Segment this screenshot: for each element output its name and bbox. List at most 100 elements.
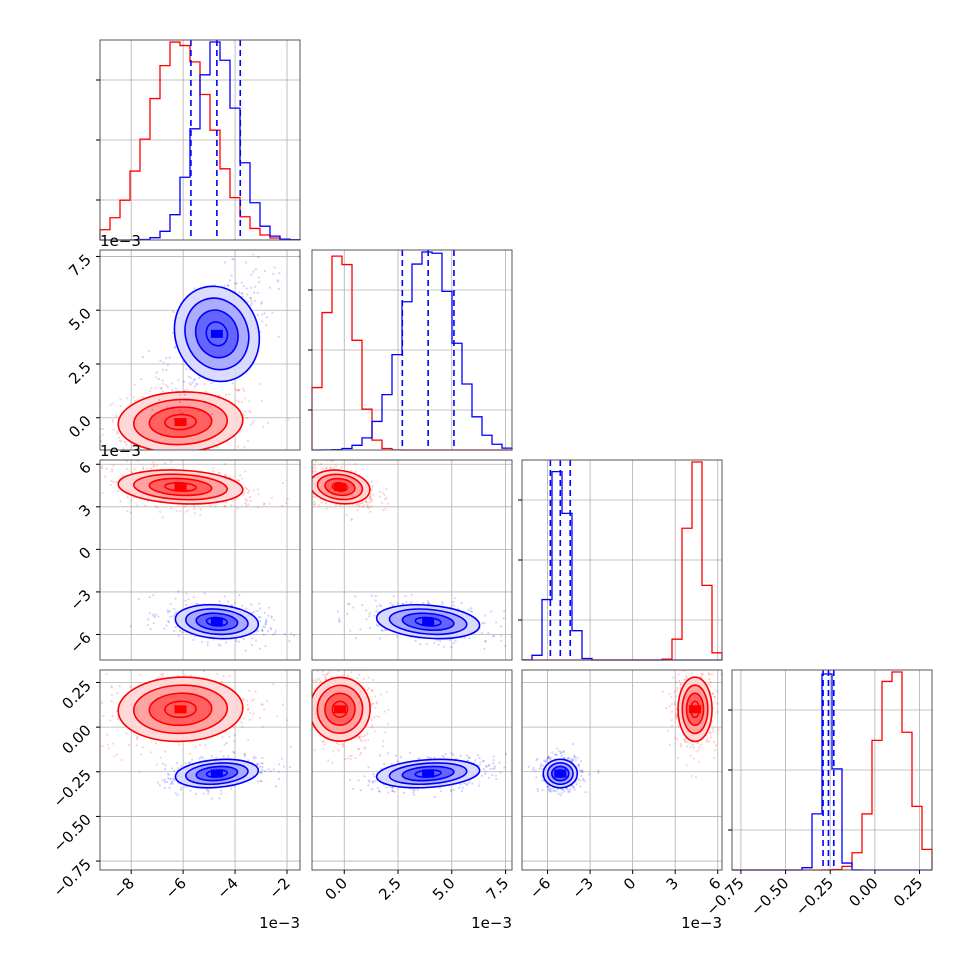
scatter-point <box>341 745 344 748</box>
contour-line <box>677 676 713 743</box>
scatter-point <box>241 650 243 652</box>
scatter-point <box>370 500 373 503</box>
scatter-point <box>258 771 262 774</box>
scatter-point <box>709 736 713 739</box>
scatter-point <box>248 718 251 721</box>
scatter-point <box>274 785 277 788</box>
scatter-point <box>377 790 381 793</box>
scatter-point <box>203 592 206 595</box>
scatter-point <box>342 743 345 746</box>
scatter-point <box>162 361 165 364</box>
scatter-point <box>210 382 213 385</box>
scatter-point <box>367 766 370 769</box>
scatter-point <box>313 503 317 506</box>
scatter-point <box>684 678 687 681</box>
scatter-point <box>261 762 264 765</box>
scatter-point <box>250 302 253 305</box>
scatter-point <box>125 460 128 463</box>
scatter-point <box>377 715 380 718</box>
scatter-point <box>339 504 342 507</box>
scatter-point <box>110 685 113 688</box>
scatter-point <box>677 679 681 682</box>
scatter-point <box>379 693 383 696</box>
scatter-point <box>370 787 374 791</box>
scatter-point <box>112 464 115 467</box>
scatter-point <box>304 482 306 484</box>
scatter-point <box>162 382 165 385</box>
scatter-point <box>259 779 262 783</box>
scatter-point <box>467 608 470 611</box>
scatter-point <box>126 496 129 499</box>
scatter-point <box>257 280 261 284</box>
scatter-point <box>192 504 196 507</box>
scatter-point <box>260 301 264 304</box>
scatter-point <box>178 629 181 632</box>
scatter-point <box>361 502 364 505</box>
scatter-point <box>385 487 388 491</box>
pair-grid-v <box>547 670 719 870</box>
scatter-point <box>100 439 103 443</box>
scatter-point <box>559 794 562 797</box>
scatter-point <box>404 595 407 598</box>
scatter-point <box>171 767 174 770</box>
scatter-point <box>345 513 348 517</box>
panel-border <box>99 249 301 451</box>
scatter-point <box>174 625 177 629</box>
scatter-point <box>278 272 281 275</box>
scatter-point <box>480 774 484 777</box>
contour-line <box>173 285 261 383</box>
scatter-point <box>356 676 359 680</box>
scatter-point <box>484 765 488 768</box>
scatter-point <box>364 746 367 749</box>
scatter-point <box>466 759 469 762</box>
scatter-point <box>235 497 239 500</box>
scatter-point <box>306 466 308 468</box>
scatter-point <box>235 282 239 285</box>
scatter-point <box>698 745 701 748</box>
scatter-point <box>234 638 238 641</box>
scatter-point <box>274 632 277 635</box>
scatter-point <box>256 609 259 612</box>
scatter-point <box>468 756 471 759</box>
scatter-point <box>257 276 260 279</box>
scatter-point <box>125 467 128 471</box>
contour-line <box>117 391 244 450</box>
scatter-point <box>257 629 260 632</box>
scatter-point <box>675 717 678 720</box>
scatter-point <box>290 632 293 635</box>
scatter-point <box>297 255 300 258</box>
scatter-point <box>316 670 319 673</box>
scatter-point <box>368 687 371 690</box>
scatter-point <box>686 676 689 680</box>
scatter-point <box>177 634 180 637</box>
scatter-point <box>262 708 266 711</box>
scatter-point <box>530 651 532 653</box>
scatter-point <box>260 399 263 402</box>
scatter-point <box>216 673 219 676</box>
scatter-point <box>319 463 322 466</box>
scatter-point <box>257 256 260 259</box>
scatter-point <box>684 741 687 744</box>
scatter-point <box>125 443 128 446</box>
contour-line <box>205 769 229 778</box>
scatter-point <box>177 379 180 382</box>
scatter-point <box>154 613 158 616</box>
scatter-point <box>563 757 566 760</box>
scatter-point <box>576 756 579 759</box>
scatter-point <box>236 399 239 402</box>
scatter-point <box>219 644 222 647</box>
scatter-point <box>63 472 65 474</box>
scatter-point <box>101 427 105 431</box>
scatter-point <box>272 683 275 686</box>
scatter-point <box>173 629 176 632</box>
scatter-point <box>232 258 235 261</box>
scatter-point <box>246 439 250 442</box>
scatter-point <box>324 676 327 679</box>
scatter-point <box>116 691 119 695</box>
scatter-point <box>154 386 157 390</box>
contour-line <box>689 700 701 719</box>
scatter-point <box>670 696 673 699</box>
scatter-point <box>358 673 361 676</box>
scatter-point <box>258 716 262 720</box>
scatter-point <box>481 759 484 763</box>
